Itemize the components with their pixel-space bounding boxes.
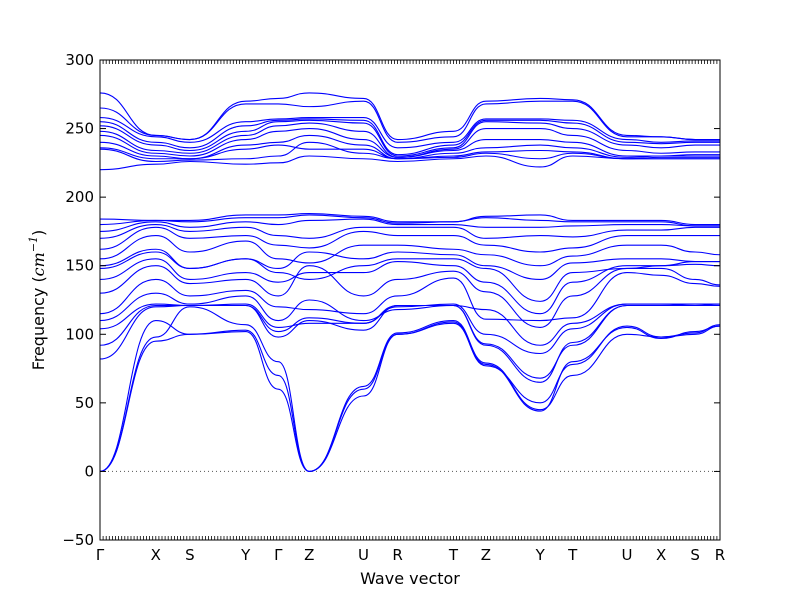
x-kpoint-label: S (690, 546, 700, 564)
phonon-branch-26 (100, 118, 720, 156)
phonon-branch-16 (100, 218, 720, 232)
x-kpoint-label: T (448, 546, 459, 564)
phonon-branch-29 (100, 92, 720, 141)
plot-area (100, 92, 720, 472)
y-axis-label-exponent: −1 (27, 236, 40, 252)
x-kpoint-label: Y (240, 546, 251, 564)
y-axis-label-unit: cm (29, 252, 48, 276)
x-kpoint-label: X (656, 546, 666, 564)
x-kpoint-label: S (185, 546, 195, 564)
phonon-branch-24 (100, 122, 720, 158)
x-kpoint-label: X (151, 546, 161, 564)
x-axis-label: Wave vector (360, 569, 460, 588)
y-tick-label: 150 (65, 257, 94, 275)
x-kpoint-label: Γ (274, 546, 283, 564)
phonon-branch-21 (100, 144, 720, 160)
y-tick-label: 250 (65, 120, 94, 138)
phonon-branch-18 (100, 213, 720, 226)
phonon-branch-27 (100, 117, 720, 149)
y-axis-label-close: ) (29, 230, 48, 236)
y-tick-label: 0 (84, 462, 94, 480)
x-kpoint-label: Z (481, 546, 491, 564)
phonon-branch-14 (100, 226, 720, 253)
y-tick-label: 100 (65, 325, 94, 343)
phonon-branches (100, 92, 720, 472)
x-kpoint-label: R (715, 546, 725, 564)
y-tick-label: −50 (62, 531, 94, 549)
y-tick-label: 200 (65, 188, 94, 206)
y-tick-label: 300 (65, 51, 94, 69)
phonon-branch-22 (100, 134, 720, 160)
plot-frame (99, 59, 721, 541)
phonon-branch-8 (100, 272, 720, 322)
phonon-branch-15 (100, 224, 720, 239)
phonon-branch-10 (100, 258, 720, 315)
y-axis-label-text: Frequency ( (29, 276, 48, 370)
phonon-branch-13 (100, 234, 720, 267)
x-kpoint-label: Y (535, 546, 546, 564)
phonon-branch-12 (100, 248, 720, 280)
phonon-branch-25 (100, 119, 720, 157)
y-axis-label: Frequency (cm−1) (27, 230, 48, 371)
phonon-branch-2 (100, 320, 720, 472)
x-kpoint-label: Z (304, 546, 314, 564)
phonon-branch-7 (100, 292, 720, 346)
phonon-branch-3 (100, 306, 720, 472)
y-axis-ticks: −50 0 50 100 150 200 250 300 (62, 51, 720, 549)
y-tick-label: 50 (75, 394, 94, 412)
x-kpoint-label: T (567, 546, 578, 564)
x-kpoint-label: Γ (96, 546, 105, 564)
phonon-branch-17 (100, 214, 720, 227)
x-kpoint-label: U (358, 546, 369, 564)
x-kpoint-label: U (622, 546, 633, 564)
phonon-branch-9 (100, 265, 720, 328)
x-kpoint-label: R (392, 546, 402, 564)
